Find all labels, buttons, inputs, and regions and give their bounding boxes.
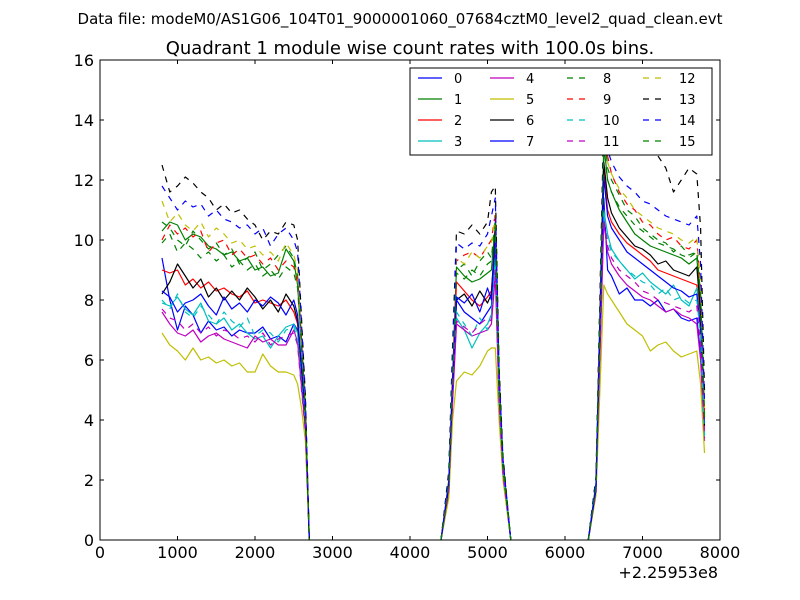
y-tick-label: 8 <box>84 291 94 310</box>
y-tick-label: 10 <box>74 231 94 250</box>
y-tick-label: 2 <box>84 471 94 490</box>
series-lines <box>161 110 706 541</box>
x-tick-label: 6000 <box>545 543 586 562</box>
series-7-line-segment-3 <box>587 176 706 541</box>
legend-entry-8: 8 <box>567 72 611 87</box>
legend-entry-6: 6 <box>490 114 534 129</box>
legend-entry-11: 11 <box>567 135 620 150</box>
legend-label-9: 9 <box>603 93 611 108</box>
x-tick-label: 1000 <box>157 543 198 562</box>
x-tick-label: 0 <box>95 543 105 562</box>
legend-entry-1: 1 <box>418 93 462 108</box>
series-10-line-segment-3 <box>587 212 706 541</box>
legend-label-10: 10 <box>603 114 620 129</box>
y-tick-label: 14 <box>74 111 94 130</box>
series-3-line-segment-3 <box>587 209 706 541</box>
series-11-line-segment-2 <box>440 269 512 541</box>
series-6-line-segment-1 <box>161 263 310 541</box>
series-11-line-segment-3 <box>587 218 706 541</box>
x-axis-tick-labels: 0 1000 2000 3000 4000 5000 6000 7000 8000 <box>95 543 740 562</box>
y-axis-tick-labels: 0 2 4 6 8 10 12 14 16 <box>74 51 94 550</box>
legend-label-0: 0 <box>454 72 462 87</box>
legend-label-1: 1 <box>454 93 462 108</box>
legend-label-12: 12 <box>679 72 696 87</box>
x-tick-label: 4000 <box>390 543 431 562</box>
series-7-line-segment-1 <box>161 290 310 541</box>
legend-frame <box>409 67 713 156</box>
legend-entry-13: 13 <box>643 93 696 108</box>
x-tick-label: 2000 <box>235 543 276 562</box>
chart-title: Quadrant 1 module wise count rates with … <box>166 38 655 59</box>
series-15-line-segment-1 <box>161 233 310 541</box>
y-tick-label: 12 <box>74 171 94 190</box>
y-tick-label: 0 <box>84 531 94 550</box>
legend-label-13: 13 <box>679 93 696 108</box>
legend-label-11: 11 <box>603 135 620 150</box>
legend-entry-15: 15 <box>643 135 696 150</box>
series-12-line-segment-3 <box>587 134 706 541</box>
legend-entry-4: 4 <box>490 72 534 87</box>
legend-label-4: 4 <box>526 72 534 87</box>
legend-label-8: 8 <box>603 72 611 87</box>
legend-entry-0: 0 <box>418 72 462 87</box>
series-5-line-segment-3 <box>587 284 706 541</box>
legend-label-5: 5 <box>526 93 534 108</box>
series-10-line-segment-1 <box>161 293 310 541</box>
legend-label-3: 3 <box>454 135 462 150</box>
series-11-line-segment-1 <box>161 308 310 541</box>
legend-entry-14: 14 <box>643 114 696 129</box>
series-6-line-segment-3 <box>587 161 706 541</box>
series-8-line-segment-3 <box>587 125 706 541</box>
series-3-line-segment-1 <box>161 296 310 541</box>
axis-ticks <box>99 59 721 541</box>
series-8-line-segment-1 <box>161 221 310 541</box>
legend-label-7: 7 <box>526 135 534 150</box>
x-tick-label: 7000 <box>622 543 663 562</box>
x-tick-label: 3000 <box>312 543 353 562</box>
legend-label-2: 2 <box>454 114 462 129</box>
legend-entry-5: 5 <box>490 93 534 108</box>
series-5-line-segment-1 <box>161 332 310 541</box>
series-4-line-segment-1 <box>161 311 310 541</box>
legend-label-14: 14 <box>679 114 696 129</box>
figure-suptitle: Data file: modeM0/AS1G06_104T01_90000010… <box>78 10 723 29</box>
x-axis-offset-label: +2.25953e8 <box>618 563 718 582</box>
legend-entry-7: 7 <box>490 135 534 150</box>
legend-entry-10: 10 <box>567 114 620 129</box>
series-4-line-segment-3 <box>587 221 706 541</box>
y-tick-label: 6 <box>84 351 94 370</box>
x-tick-label: 8000 <box>700 543 741 562</box>
legend-label-15: 15 <box>679 135 696 150</box>
x-tick-label: 5000 <box>467 543 508 562</box>
legend-label-6: 6 <box>526 114 534 129</box>
series-0-line-segment-3 <box>587 197 706 541</box>
y-tick-label: 16 <box>74 51 94 70</box>
series-5-line-segment-2 <box>440 347 512 541</box>
y-tick-label: 4 <box>84 411 94 430</box>
series-1-line-segment-1 <box>161 221 310 541</box>
series-9-line-segment-1 <box>161 224 310 541</box>
series-14-line-segment-1 <box>161 185 310 541</box>
series-1-line-segment-3 <box>587 143 706 541</box>
legend-entry-9: 9 <box>567 93 611 108</box>
series-12-line-segment-1 <box>161 200 310 541</box>
series-14-line-segment-2 <box>440 197 512 541</box>
legend-entry-2: 2 <box>418 114 462 129</box>
legend-entry-12: 12 <box>643 72 696 87</box>
series-15-line-segment-2 <box>440 227 512 541</box>
legend-entry-3: 3 <box>418 135 462 150</box>
